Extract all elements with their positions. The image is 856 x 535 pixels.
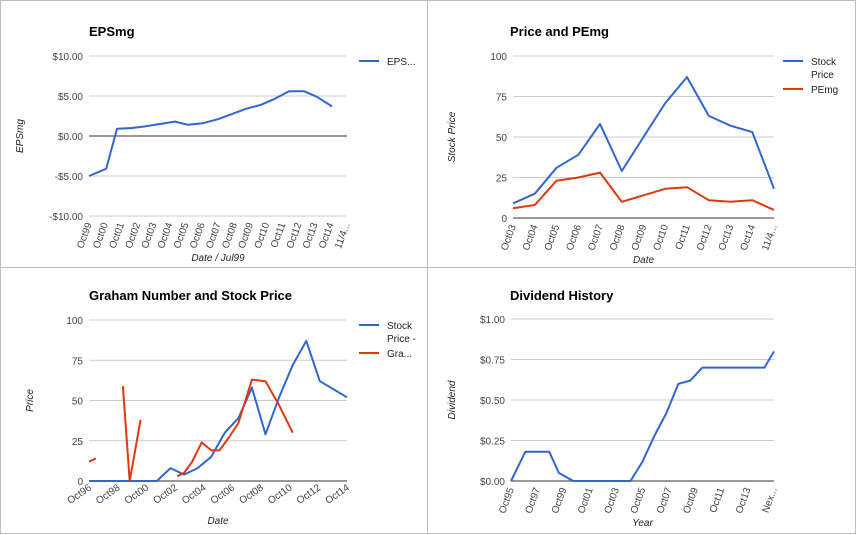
graham-y-tick-label: 50 xyxy=(72,397,84,408)
graham-x-tick-label: Oct06 xyxy=(209,482,238,507)
eps-series-line-0 xyxy=(88,90,333,177)
graham-legend-label-1: Gra... xyxy=(387,349,412,360)
dividend-x-tick-label: Oct05 xyxy=(629,486,649,515)
dividend-x-tick-label: Nex... xyxy=(761,486,780,514)
graham-x-tick-label: Oct08 xyxy=(238,482,267,507)
pe-y-tick-label: 75 xyxy=(496,93,508,104)
eps-y-tick-label: $10.00 xyxy=(52,52,83,63)
dividend-x-tick-label: Oct11 xyxy=(708,486,727,515)
dividend-x-tick-label: Oct99 xyxy=(550,486,570,515)
graham-x-tick-label: Oct10 xyxy=(266,482,295,507)
dividend-chart-panel: Dividend History $1.00 $0.75 $0.50 $0.25 $0.0… xyxy=(427,267,856,534)
pe-x-tick-label: 11/4... xyxy=(760,223,780,252)
graham-chart-panel: Graham Number and Stock Price 100 75 50 25 0 O… xyxy=(0,267,428,534)
dividend-x-tick-label: Oct07 xyxy=(655,486,675,515)
eps-title: EPSmg xyxy=(89,24,135,39)
pe-x-tick-label: Oct03 xyxy=(499,223,519,252)
pe-x-tick-label: Oct05 xyxy=(543,223,563,252)
dividend-x-axis-label: Year xyxy=(632,518,653,529)
eps-y-tick-label: -$10.00 xyxy=(49,212,83,223)
pe-x-tick-label: Oct14 xyxy=(739,223,759,252)
eps-y-tick-label: $5.00 xyxy=(58,92,83,103)
pe-legend-label-1: PEmg xyxy=(811,85,838,96)
eps-y-axis-label: EPSmg xyxy=(15,119,26,153)
dividend-series-line-0 xyxy=(510,350,775,482)
graham-y-tick-label: 0 xyxy=(77,477,83,488)
graham-series-line-1 xyxy=(88,378,294,482)
eps-chart-panel: EPSmg $10.00 $5.00 $0.00 -$5.00 -$10.00 Oct99 O… xyxy=(0,0,428,268)
pe-series-line-1 xyxy=(512,171,775,211)
graham-legend-label-0-cont: Price - xyxy=(387,334,416,345)
price-pe-chart-panel: Price and PEmg 100 75 50 25 0 Oct03 Oct04 Oct05 O… xyxy=(427,0,856,268)
eps-y-tick-label: $0.00 xyxy=(58,132,83,143)
pe-legend-label-0: Stock xyxy=(811,57,837,68)
eps-x-axis-label: Date / Jul99 xyxy=(191,253,245,264)
pe-y-tick-label: 25 xyxy=(496,174,508,185)
dividend-y-tick-label: $0.00 xyxy=(480,477,505,488)
dividend-x-tick-label: Oct97 xyxy=(524,486,544,515)
graham-y-axis-label: Price xyxy=(25,389,36,412)
graham-y-tick-label: 75 xyxy=(72,356,84,367)
pe-x-tick-label: Oct12 xyxy=(695,223,715,252)
dividend-x-tick-label: Oct03 xyxy=(603,486,623,515)
pe-y-tick-label: 50 xyxy=(496,133,508,144)
dividend-y-tick-label: $0.75 xyxy=(480,356,505,367)
graham-series-line-0 xyxy=(89,339,348,482)
pe-y-tick-label: 0 xyxy=(501,214,507,225)
graham-y-tick-label: 25 xyxy=(72,437,84,448)
pe-series-line-0 xyxy=(512,76,775,205)
pe-title: Price and PEmg xyxy=(510,24,609,39)
pe-x-tick-label: Oct06 xyxy=(565,223,585,252)
dividend-x-tick-label: Oct95 xyxy=(497,486,517,515)
pe-legend-label-0-cont: Price xyxy=(811,70,834,81)
graham-x-tick-label: Oct12 xyxy=(295,482,324,507)
graham-legend-label-0: Stock xyxy=(387,321,413,332)
dividend-x-tick-label: Oct09 xyxy=(681,486,701,515)
eps-y-tick-label: -$5.00 xyxy=(55,172,84,183)
pe-x-tick-label: Oct04 xyxy=(521,223,541,252)
pe-y-tick-label: 100 xyxy=(490,52,507,63)
dividend-title: Dividend History xyxy=(510,288,614,303)
graham-x-tick-label: Oct14 xyxy=(324,482,353,507)
dividend-chart: Dividend History $1.00 $0.75 $0.50 $0.25 $0.0… xyxy=(447,288,780,529)
pe-x-tick-label: Oct08 xyxy=(608,223,628,252)
eps-chart: EPSmg$10.00$5.00$0.00-$5.00-$10.00Oct99O… xyxy=(15,24,415,264)
graham-x-tick-label: Oct98 xyxy=(94,482,123,507)
pe-x-tick-label: Oct13 xyxy=(717,223,737,252)
graham-y-tick-label: 100 xyxy=(66,316,83,327)
graham-x-tick-label: Oct02 xyxy=(152,482,181,507)
dividend-x-tick-label: Oct01 xyxy=(576,486,596,515)
pe-y-axis-label: Stock Price xyxy=(447,111,458,162)
pe-x-tick-label: Oct11 xyxy=(674,223,693,252)
dividend-y-tick-label: $0.25 xyxy=(480,437,505,448)
pe-x-axis-label: Date xyxy=(633,255,655,266)
graham-title: Graham Number and Stock Price xyxy=(89,288,292,303)
graham-chart: Graham Number and Stock Price1007550250O… xyxy=(25,288,416,527)
graham-x-tick-label: Oct04 xyxy=(180,482,209,507)
dividend-y-tick-label: $1.00 xyxy=(480,315,505,326)
eps-legend-label-0: EPS... xyxy=(387,57,415,68)
dividend-y-axis-label: Dividend xyxy=(447,380,458,419)
graham-x-axis-label: Date xyxy=(207,516,229,527)
pe-x-tick-label: Oct09 xyxy=(630,223,650,252)
graham-x-tick-label: Oct00 xyxy=(123,482,152,507)
pe-x-tick-label: Oct10 xyxy=(652,223,672,252)
dividend-x-tick-label: Oct13 xyxy=(734,486,754,515)
dividend-y-tick-label: $0.50 xyxy=(480,396,505,407)
pe-x-tick-label: Oct07 xyxy=(586,223,606,252)
